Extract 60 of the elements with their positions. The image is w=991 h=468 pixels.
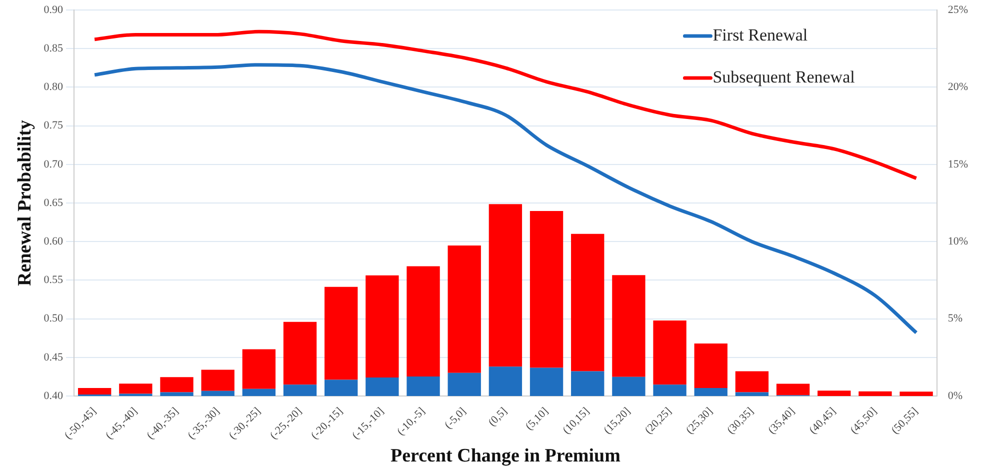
bar bbox=[448, 245, 481, 373]
y2-tick-label: 15% bbox=[948, 158, 968, 170]
y2-tick-label: 5% bbox=[948, 312, 963, 325]
bar bbox=[694, 344, 728, 388]
y-tick-label: 0.60 bbox=[44, 235, 64, 248]
bar bbox=[283, 384, 317, 396]
y2-tick-label: 20% bbox=[948, 81, 968, 94]
y-tick-label: 0.50 bbox=[44, 312, 64, 325]
bar bbox=[735, 392, 769, 396]
bar bbox=[406, 376, 440, 396]
y-tick-label: 0.85 bbox=[44, 42, 64, 54]
bar bbox=[406, 266, 440, 377]
bar bbox=[78, 388, 112, 394]
y-tick-label: 0.90 bbox=[44, 4, 64, 16]
bar bbox=[653, 320, 686, 385]
bar bbox=[160, 377, 194, 392]
bar bbox=[201, 370, 234, 391]
bar bbox=[818, 390, 851, 396]
legend-label: Subsequent Renewal bbox=[712, 67, 856, 86]
bar bbox=[242, 388, 276, 396]
y-tick-label: 0.65 bbox=[44, 196, 64, 209]
bar bbox=[201, 390, 234, 396]
bar bbox=[735, 371, 769, 392]
y-axis-title: Renewal Probability bbox=[14, 120, 36, 286]
y-tick-label: 0.40 bbox=[44, 390, 64, 402]
y2-tick-label: 25% bbox=[948, 4, 968, 16]
line-series bbox=[92, 30, 918, 180]
bar bbox=[242, 349, 276, 389]
bar bbox=[488, 204, 522, 367]
bar bbox=[448, 372, 481, 396]
y-tick-label: 0.75 bbox=[44, 120, 64, 132]
bar bbox=[324, 380, 358, 396]
bar bbox=[653, 384, 686, 396]
bar bbox=[612, 275, 646, 377]
y-tick-label: 0.70 bbox=[44, 158, 64, 170]
y2-tick-label: 10% bbox=[948, 235, 968, 248]
legend-label: First Renewal bbox=[712, 25, 808, 44]
y-tick-label: 0.80 bbox=[44, 81, 64, 94]
bar bbox=[694, 388, 728, 396]
bar bbox=[776, 384, 810, 396]
bar bbox=[530, 211, 564, 368]
bar bbox=[858, 391, 892, 396]
bar bbox=[900, 392, 933, 396]
bar bbox=[283, 322, 317, 385]
line-series bbox=[92, 63, 918, 334]
bar bbox=[119, 384, 152, 394]
bar bbox=[488, 366, 522, 396]
y-tick-label: 0.45 bbox=[44, 351, 64, 364]
x-axis-title: Percent Change in Premium bbox=[390, 446, 621, 467]
bar bbox=[530, 368, 564, 396]
bar bbox=[366, 377, 399, 396]
y2-tick-label: 0% bbox=[948, 390, 963, 402]
bar bbox=[366, 275, 399, 378]
y-tick-label: 0.55 bbox=[44, 274, 64, 286]
bar bbox=[612, 376, 646, 396]
bar bbox=[324, 286, 358, 380]
bar bbox=[571, 371, 604, 396]
bar bbox=[571, 234, 604, 372]
bar bbox=[160, 392, 194, 396]
bar bbox=[119, 394, 152, 396]
